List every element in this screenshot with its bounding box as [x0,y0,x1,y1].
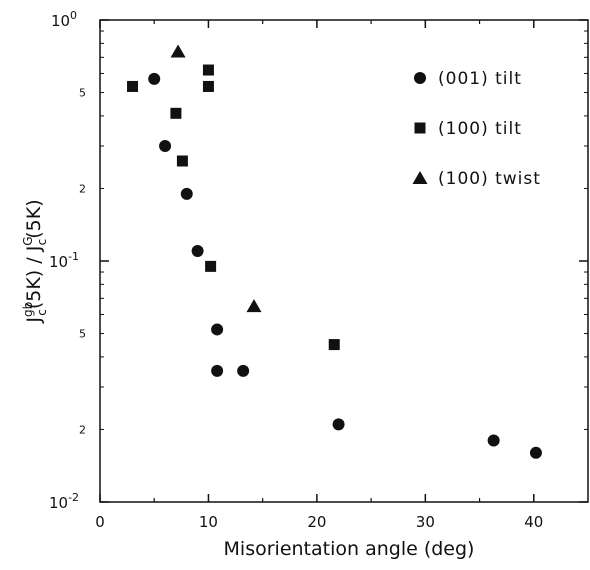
point-square [202,64,214,76]
legend-marker-square [414,122,426,134]
point-circle [332,418,345,431]
y-axis: 100 10-1 10-2 5 2 5 2 [49,9,588,512]
point-circle [180,187,193,200]
x-tick-label: 20 [307,513,326,531]
x-tick-label: 10 [199,513,218,531]
point-square [328,339,340,351]
legend-label: (001) tilt [438,69,522,89]
legend-marker-circle [414,72,426,84]
y-minor-tick-label: 5 [79,87,86,100]
x-tick-label: 0 [95,513,105,531]
point-square [202,80,214,92]
y-minor-tick-label: 2 [79,182,86,195]
legend-label: (100) twist [438,169,541,189]
point-circle [191,245,204,258]
point-circle [211,323,224,336]
plot-frame [99,19,589,503]
y-tick-label: 10-1 [49,250,79,271]
y-tick-label: 10-2 [49,491,79,512]
point-circle [159,140,172,153]
x-axis: 0 10 20 30 40 [95,20,543,531]
data-points [127,44,542,459]
y-tick-label: 100 [51,9,77,30]
legend: (001) tilt (100) tilt (100) twist [412,69,541,189]
point-square [127,80,139,92]
legend-label: (100) tilt [438,119,522,139]
y-minor-tick-label: 2 [79,423,86,436]
point-square [205,260,217,272]
point-square [170,107,182,119]
point-circle [487,434,500,447]
point-triangle [246,299,262,313]
point-square [176,155,188,167]
legend-marker-triangle [412,171,428,184]
point-circle [529,446,542,459]
point-circle [148,72,161,85]
x-tick-label: 30 [416,513,435,531]
point-triangle [170,44,186,58]
point-circle [211,364,224,377]
y-minor-tick-label: 5 [79,328,86,341]
y-axis-title: Jgbc(5K) / JGc(5K) [21,199,49,323]
point-circle [237,364,250,377]
x-tick-label: 40 [524,513,543,531]
x-axis-title: Misorientation angle (deg) [224,538,475,560]
